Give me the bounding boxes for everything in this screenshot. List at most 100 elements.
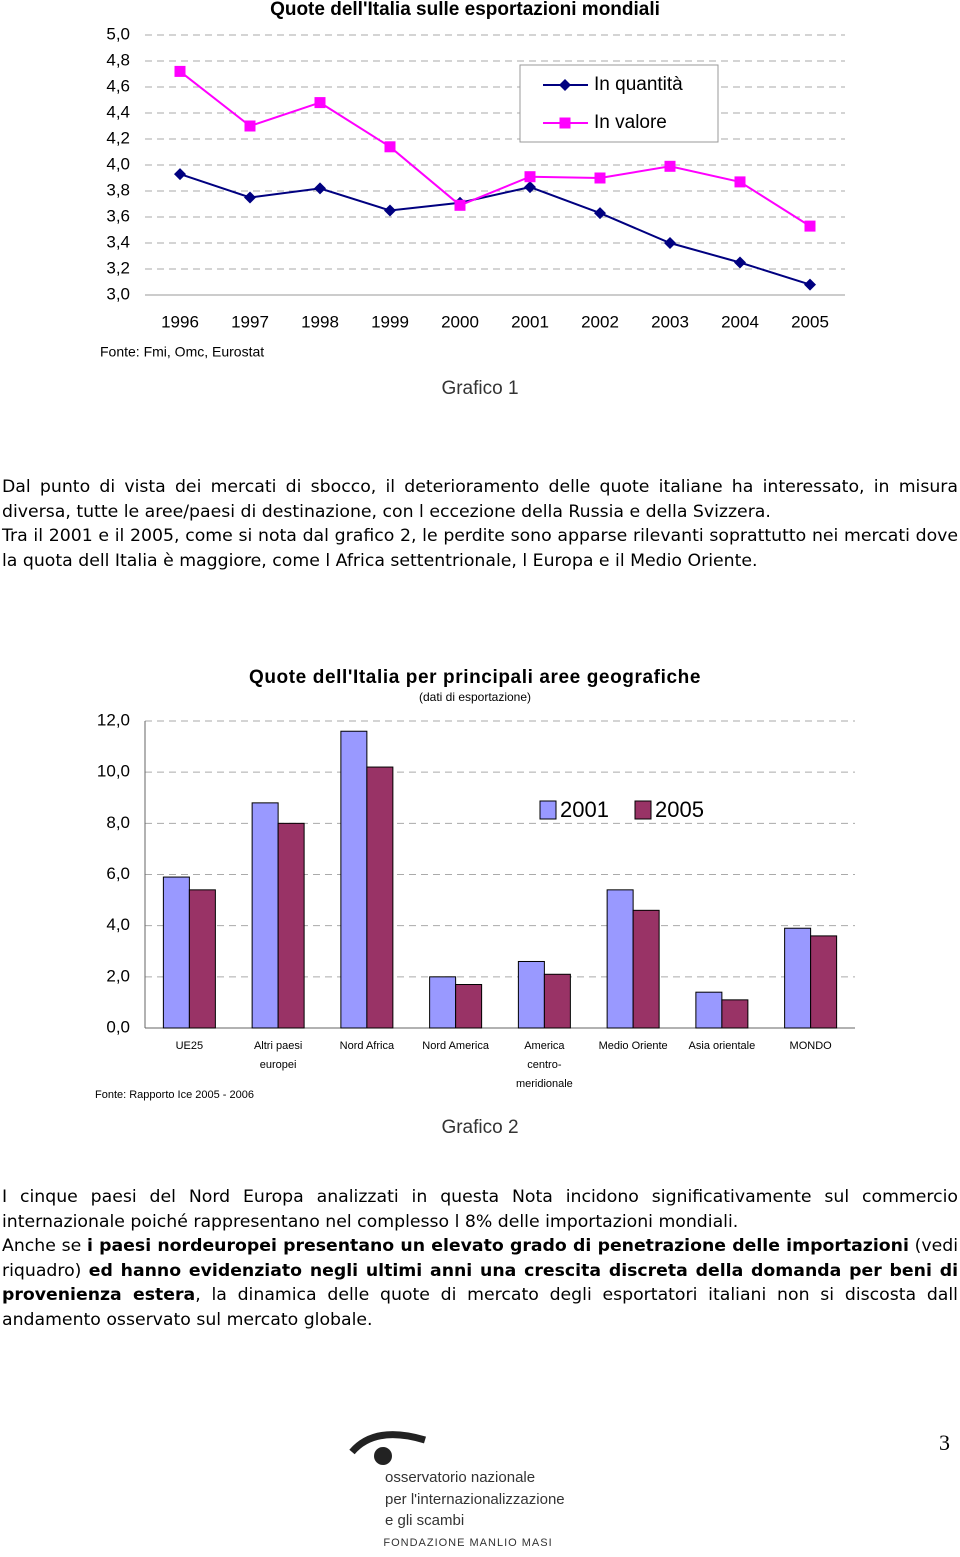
legend-label: In valore [594,112,667,133]
bar [455,984,483,1029]
marker [454,199,466,211]
y-tick-label: 10,0 [97,762,130,781]
bar [632,909,660,1029]
y-tick-label: 4,6 [106,76,130,95]
x-tick-label: UE25 [175,1040,204,1052]
legend-marker [559,79,571,91]
x-tick-label: MONDO [789,1040,832,1052]
logo-line: osservatorio nazionale [385,1469,535,1486]
marker [314,182,326,195]
y-tick-label: 4,0 [106,154,130,173]
marker [734,176,746,188]
bar [606,889,634,1029]
marker [174,65,186,77]
chart-title: Quote dell'Italia per principali aree ge… [249,667,701,688]
x-tick-label: 2000 [441,312,479,331]
bar [188,889,216,1029]
x-tick-label: 1999 [371,312,409,331]
paragraph: Dal punto di vista dei mercati di sbocco… [2,475,958,524]
x-tick-label: Asia orientale [688,1040,756,1052]
legend-marker [559,117,571,129]
text-run: , la dinamica delle quote di mercato deg… [2,1285,958,1330]
x-tick-label: 2004 [721,312,759,331]
bold-run: i paesi nordeuropei presentano un elevat… [86,1236,909,1257]
logo-arc [349,1431,427,1455]
marker [524,171,536,183]
bar [784,927,812,1029]
marker [384,204,396,217]
y-tick-label: 3,4 [106,232,130,251]
y-tick-label: 3,0 [106,284,130,303]
bar [277,822,305,1029]
logo-dot [374,1447,392,1465]
marker [664,237,676,249]
x-tick-label: 2003 [651,312,689,331]
marker [664,160,676,172]
y-tick-label: 12,0 [97,710,130,729]
y-tick-label: 3,8 [106,180,130,199]
y-tick-label: 4,2 [106,128,130,147]
y-tick-label: 0,0 [106,1017,130,1036]
x-tick-label: 2002 [581,312,619,331]
page-number: 3 [939,1430,950,1455]
bar [366,766,394,1029]
bar [429,976,457,1029]
marker [594,207,606,220]
bar [695,991,723,1029]
chart-caption: Grafico 2 [441,1117,518,1138]
text-run: Dal punto di vista dei mercati di sbocco… [2,477,958,522]
marker [174,168,186,181]
y-tick-label: 3,2 [106,258,130,277]
chart-source: Fonte: Rapporto Ice 2005 - 2006 [95,1089,254,1101]
y-tick-label: 5,0 [106,24,130,43]
text-run: (vedi riquadro) [2,1236,958,1281]
bar [251,802,279,1029]
marker [244,120,256,132]
x-tick-label: 2001 [511,312,549,331]
bar [340,730,368,1029]
logo-line: per l'internazionalizzazione [385,1491,565,1508]
marker [804,278,816,291]
chart-caption: Grafico 1 [441,378,518,399]
series-line [179,173,811,286]
text-section: Dal punto di vista dei mercati di sbocco… [2,475,958,573]
y-tick-label: 2,0 [106,966,130,985]
y-tick-label: 8,0 [106,813,130,832]
legend-swatch [539,800,557,820]
y-tick-label: 4,8 [106,50,130,69]
y-tick-label: 6,0 [106,864,130,883]
marker [314,97,326,109]
logo-foundation: FONDAZIONE MANLIO MASI [383,1537,552,1549]
x-tick-label: America centro-meridionale [515,1040,573,1090]
chart-title: Quote dell'Italia sulle esportazioni mon… [270,0,660,20]
legend-label: 2001 [560,797,609,822]
text-run: I cinque paesi del Nord Europa analizzat… [2,1187,958,1232]
x-tick-label: 1996 [161,312,199,331]
legend-label: 2005 [655,797,704,822]
bar [721,999,749,1029]
x-tick-label: Altri paesi europei [253,1040,303,1071]
y-tick-label: 4,4 [106,102,130,121]
legend-swatch [634,800,652,820]
y-tick-label: 4,0 [106,915,130,934]
x-tick-label: Medio Oriente [598,1040,668,1052]
bar [162,876,190,1029]
x-tick-label: 1998 [301,312,339,331]
legend-label: In quantità [594,74,683,95]
marker [384,141,396,153]
marker [244,191,256,204]
marker [524,181,536,194]
bar [517,960,545,1029]
chart-subtitle: (dati di esportazione) [419,690,531,704]
text-section: I cinque paesi del Nord Europa analizzat… [2,1185,958,1333]
logo-line: e gli scambi [385,1512,464,1529]
x-tick-label: Nord America [422,1040,489,1052]
marker [734,256,746,269]
text-run: Anche se [2,1236,87,1257]
y-tick-label: 3,6 [106,206,130,225]
x-tick-label: 1997 [231,312,269,331]
paragraph: Tra il 2001 e il 2005, come si nota dal … [2,524,958,573]
paragraph: Anche se i paesi nordeuropei presentano … [2,1234,958,1332]
series-line [179,70,811,227]
